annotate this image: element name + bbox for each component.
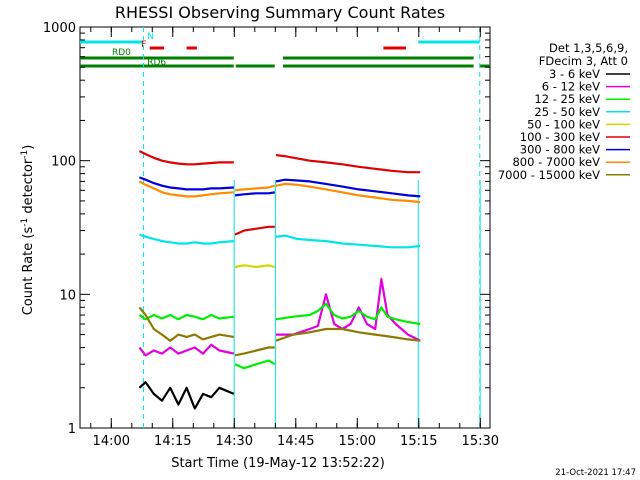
legend-label: 50 - 100 keV xyxy=(527,117,600,131)
flag-label-rd0: RD0 xyxy=(112,48,131,58)
y-tick-label: 1 xyxy=(68,422,76,437)
y-axis-label-sup1: -1 xyxy=(20,218,30,227)
legend: Det 1,3,5,6,9, FDecim 3, Att 0 3 - 6 keV… xyxy=(498,41,630,182)
legend-header-line2: FDecim 3, Att 0 xyxy=(539,54,628,68)
series-line-1 xyxy=(138,278,421,357)
x-tick-label: 14:45 xyxy=(277,434,314,449)
y-tick-label: 100 xyxy=(51,155,76,170)
vertical-markers xyxy=(143,27,481,428)
legend-label: 25 - 50 keV xyxy=(534,105,600,119)
legend-label: 6 - 12 keV xyxy=(542,80,600,94)
y-axis-label-sup2: -1 xyxy=(20,150,30,159)
x-tick-label: 14:00 xyxy=(93,434,130,449)
x-tick-label: 15:00 xyxy=(339,434,376,449)
date-stamp: 21-Oct-2021 17:47 xyxy=(555,468,636,478)
legend-label: 800 - 7000 keV xyxy=(512,155,600,169)
legend-label: 7000 - 15000 keV xyxy=(498,168,600,182)
x-tick-label: 15:15 xyxy=(400,434,437,449)
chart-title: RHESSI Observing Summary Count Rates xyxy=(115,3,445,22)
flag-label-n: N xyxy=(147,32,154,42)
series-line-3 xyxy=(139,233,421,249)
y-axis-ticks: 1 10 100 1000 xyxy=(43,21,490,437)
series-line-2 xyxy=(138,302,421,370)
y-axis-label: Count Rate (s-1 detector-1) xyxy=(20,145,36,316)
series-line-0 xyxy=(138,381,235,410)
series-line-5 xyxy=(138,150,421,236)
series-line-7 xyxy=(138,180,421,204)
y-tick-label: 1000 xyxy=(43,21,76,36)
legend-label: 300 - 800 keV xyxy=(520,143,600,157)
legend-header-line1: Det 1,3,5,6,9, xyxy=(549,41,628,55)
series-line-6 xyxy=(139,176,421,198)
x-tick-label: 15:30 xyxy=(462,434,499,449)
y-tick-label: 10 xyxy=(59,288,76,303)
series-line-4 xyxy=(234,264,276,269)
legend-label: 100 - 300 keV xyxy=(520,130,600,144)
x-axis-label: Start Time (19-May-12 13:52:22) xyxy=(171,456,385,471)
legend-label: 12 - 25 keV xyxy=(534,92,600,106)
plot-border xyxy=(79,26,491,429)
flag-bars: NFRD0RD6 xyxy=(80,32,490,68)
plot-frame xyxy=(79,26,491,429)
series-line-8 xyxy=(138,306,421,357)
x-tick-label: 14:15 xyxy=(154,434,191,449)
flag-label-rd6: RD6 xyxy=(147,58,166,68)
y-axis-label-part2: detector xyxy=(21,158,36,218)
legend-label: 3 - 6 keV xyxy=(549,67,600,81)
series-lines xyxy=(138,150,421,410)
y-axis-label-part1: Count Rate (s xyxy=(21,227,36,316)
y-axis-label-part3: ) xyxy=(21,145,36,150)
x-tick-label: 14:30 xyxy=(216,434,253,449)
x-axis-ticks: 14:00 14:15 14:30 14:45 15:00 15:15 15:30 xyxy=(90,27,499,449)
